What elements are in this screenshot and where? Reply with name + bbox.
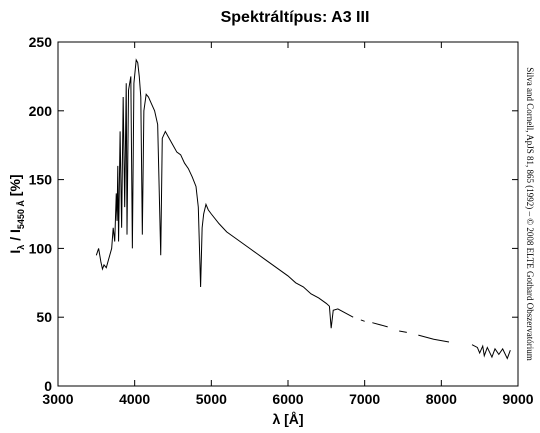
y-tick-label: 0 <box>44 378 52 394</box>
x-tick-label: 5000 <box>196 391 227 407</box>
x-axis-label: λ [Å] <box>272 411 303 427</box>
x-tick-label: 3000 <box>42 391 73 407</box>
credit: Silva and Cornell, ApJS 81, 865 (1992) –… <box>525 67 535 360</box>
y-tick-label: 50 <box>36 309 52 325</box>
y-label-part: [%] <box>7 174 23 200</box>
chart-title: Spektráltípus: A3 III <box>221 9 370 26</box>
x-tick-label: 7000 <box>349 391 380 407</box>
y-label-part: / I <box>7 229 23 245</box>
x-tick-label: 6000 <box>272 391 303 407</box>
y-label-part: λ <box>16 245 26 250</box>
x-tick-label: 4000 <box>119 391 150 407</box>
y-axis-label: Iλ / I5450 Å [%] <box>7 174 26 253</box>
spectrum-line <box>95 58 511 360</box>
y-tick-label: 150 <box>29 172 53 188</box>
y-label-part: 5450 Å <box>16 200 26 230</box>
x-tick-label: 8000 <box>426 391 457 407</box>
y-tick-label: 100 <box>29 240 53 256</box>
y-tick-label: 250 <box>29 34 53 50</box>
y-tick-label: 200 <box>29 103 53 119</box>
y-label-part: I <box>7 250 23 254</box>
x-tick-label: 9000 <box>502 391 533 407</box>
